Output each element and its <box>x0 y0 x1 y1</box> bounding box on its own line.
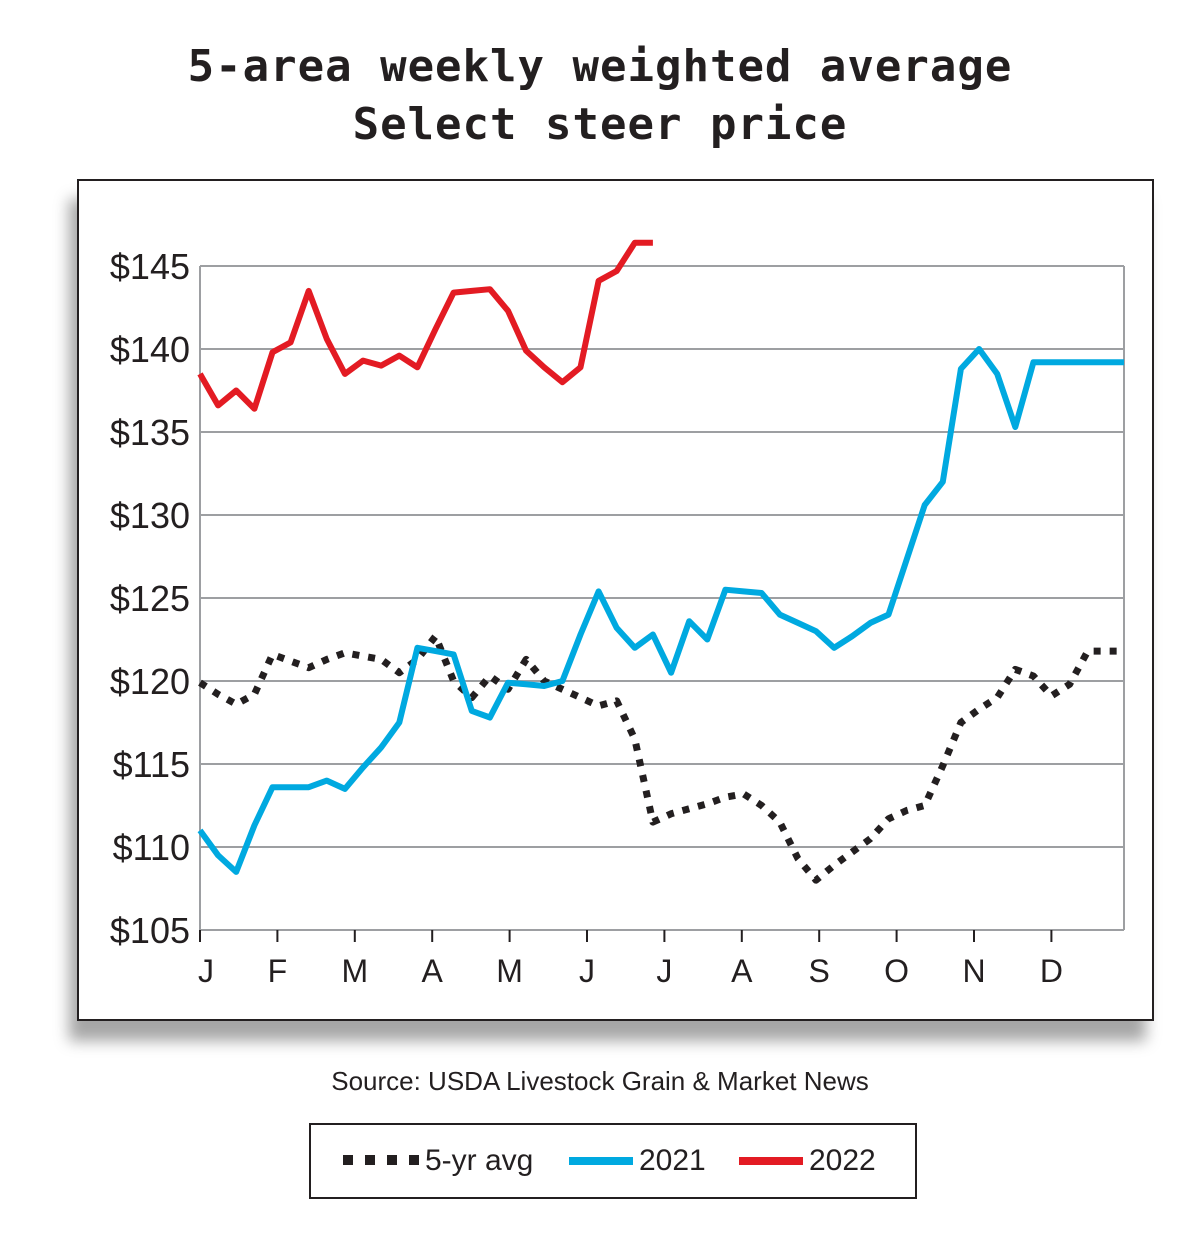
x-tick-label: J <box>198 953 214 989</box>
legend-swatch-2021 <box>569 1157 633 1165</box>
chart-title-line-2: Select steer price <box>352 99 848 150</box>
x-tick-label: N <box>962 953 985 989</box>
source-note: Source: USDA Livestock Grain & Market Ne… <box>331 1066 869 1096</box>
y-tick-label: $115 <box>113 744 190 785</box>
x-tick-label: D <box>1040 953 1063 989</box>
y-tick-label: $130 <box>110 495 190 536</box>
x-tick-label: M <box>341 953 368 989</box>
legend-label-2021: 2021 <box>639 1144 706 1177</box>
legend-swatch-2022 <box>739 1157 803 1165</box>
x-tick-label: A <box>422 953 444 989</box>
y-tick-label: $135 <box>110 412 190 453</box>
x-tick-label: M <box>496 953 523 989</box>
chart-title: 5-area weekly weighted average Select st… <box>0 38 1200 154</box>
legend-swatch-5yr-avg <box>343 1155 419 1165</box>
y-tick-label: $120 <box>110 661 190 702</box>
legend-item-2022: 2022 <box>739 1125 876 1197</box>
legend-item-2021: 2021 <box>569 1125 706 1197</box>
legend-label-5yr-avg: 5-yr avg <box>425 1144 534 1177</box>
chart-title-line-1: 5-area weekly weighted average <box>187 41 1013 92</box>
legend-label-2022: 2022 <box>809 1144 876 1177</box>
chart-panel: $105 $110 $115 $120 $125 $130 $135 $140 $145 J F M A… <box>77 179 1154 1021</box>
x-tick-label: S <box>809 953 830 989</box>
legend-item-5yr-avg: 5-yr avg <box>343 1125 533 1197</box>
y-tick-label: $105 <box>110 910 190 951</box>
x-tick-label: O <box>884 953 909 989</box>
x-tick-label: J <box>656 953 672 989</box>
series-line-2022 <box>197 239 653 412</box>
y-tick-label: $140 <box>110 329 190 370</box>
x-tick-label: A <box>731 953 753 989</box>
series-line-5-yr-avg <box>198 632 1124 884</box>
y-tick-label: $110 <box>113 827 190 868</box>
series-line-2021 <box>197 346 1124 875</box>
y-tick-label: $145 <box>110 246 190 287</box>
x-tick-label: J <box>579 953 595 989</box>
x-tick-label: F <box>268 953 288 989</box>
legend: 5-yr avg 2021 2022 <box>309 1123 917 1199</box>
y-tick-label: $125 <box>110 578 190 619</box>
line-chart: $105 $110 $115 $120 $125 $130 $135 $140 $145 J F M A… <box>110 239 1125 989</box>
